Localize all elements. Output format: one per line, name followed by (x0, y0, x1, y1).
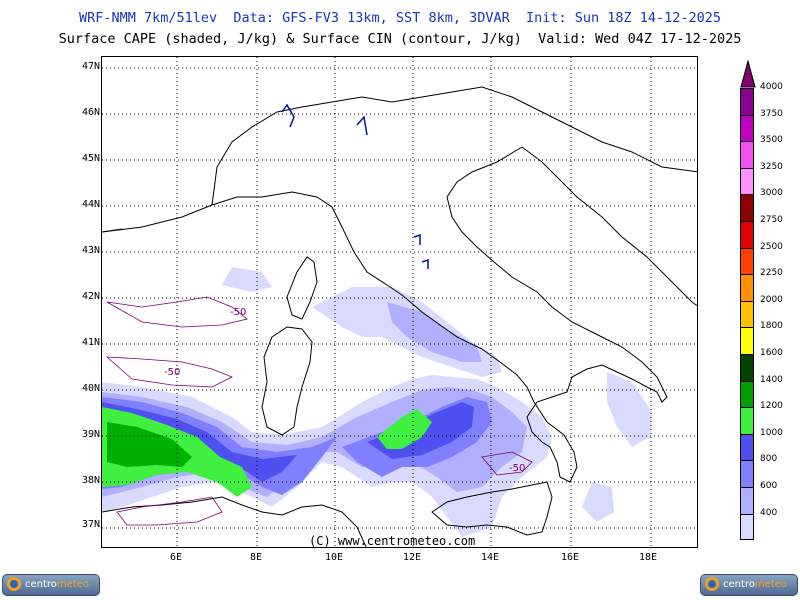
lat-label: 38N (81, 475, 100, 486)
cape-1400-region (107, 422, 192, 467)
lon-label: 6E (169, 552, 183, 563)
lon-label: 12E (402, 552, 422, 563)
cin-contour-4 (481, 451, 533, 476)
cin-contours (105, 296, 533, 526)
cape-color-scale: 4000 3750 3500 3250 3000 2750 2500 2250 2000 1800… (740, 60, 800, 541)
lat-label: 41N (81, 337, 100, 348)
scale-swatch (740, 487, 754, 514)
scale-swatch (740, 433, 754, 461)
cin-contour-2 (105, 356, 233, 388)
centrometeo-logo-right[interactable]: centrometeo (700, 574, 798, 596)
scale-swatch (740, 247, 754, 275)
logo-ring-icon (7, 577, 21, 591)
lat-label: 44N (81, 199, 100, 210)
scale-label: 400 (760, 507, 778, 518)
scale-label: 2500 (760, 241, 783, 252)
lakes (281, 103, 429, 269)
lon-label: 16E (560, 552, 580, 563)
lat-label: 42N (81, 291, 100, 302)
cape-400-ionian (582, 482, 614, 522)
scale-swatch (740, 114, 754, 142)
scale-label: 2000 (760, 294, 783, 305)
cape-1200-center (377, 409, 432, 449)
sardinia-coastline (261, 326, 313, 436)
cape-map: -50 -50 -50 (102, 57, 697, 547)
lon-label: 10E (324, 552, 344, 563)
cape-600-tyrrhenian (387, 302, 482, 362)
scale-swatch (740, 407, 754, 434)
lake-bolsena (421, 258, 429, 269)
africa-coastline (102, 496, 367, 547)
scale-swatch (740, 300, 754, 328)
lat-label: 47N (81, 61, 100, 72)
scale-label: 600 (760, 481, 778, 491)
scale-swatch (740, 513, 754, 541)
scale-arrow (740, 60, 756, 88)
scale-swatch (740, 141, 754, 168)
cin-label-3: -50 (509, 463, 525, 474)
scale-swatch (740, 194, 754, 221)
corsica-coastline (286, 256, 318, 320)
scale-label: 1800 (760, 321, 783, 332)
lat-label: 43N (81, 245, 100, 256)
lon-label: 18E (638, 552, 658, 563)
scale-label: 1200 (760, 401, 783, 412)
lake-maggiore (281, 103, 295, 128)
cin-label-1: -50 (230, 307, 246, 318)
lake-trasimeno (413, 233, 421, 245)
logo-ring-icon (705, 577, 719, 591)
coastlines (102, 86, 697, 547)
scale-label: 3750 (760, 108, 783, 119)
france-coast (102, 228, 123, 233)
map-title: WRF-NMM 7km/51lev Data: GFS-FV3 13km, SS… (78, 10, 722, 26)
border-alps (211, 86, 697, 206)
lat-label: 39N (81, 429, 100, 440)
lon-label: 14E (480, 552, 500, 563)
scale-swatch (740, 88, 754, 115)
lat-label: 45N (81, 153, 100, 164)
centrometeo-logo-left[interactable]: centrometeo (2, 574, 100, 596)
lake-garda (356, 115, 368, 136)
cape-shading (102, 267, 652, 537)
scale-label: 4000 (760, 82, 783, 92)
logo-text: centro (25, 579, 57, 590)
scale-swatch (740, 354, 754, 381)
scale-swatch (740, 460, 754, 487)
logo-text-accent: meteo (56, 579, 90, 590)
scale-label: 2250 (760, 268, 783, 279)
scale-label: 3000 (760, 188, 783, 199)
lon-label: 8E (249, 552, 263, 563)
scale-label: 1600 (760, 348, 783, 358)
italy-coastline (102, 146, 668, 483)
cin-label-2: -50 (164, 367, 180, 378)
scale-label: 1000 (760, 427, 783, 438)
scale-swatch (740, 221, 754, 248)
lat-label: 40N (81, 383, 100, 394)
copyright-text: (C) www.centrometeo.com (309, 534, 476, 548)
scale-swatch (740, 167, 754, 195)
sicily-coastline (431, 481, 553, 536)
cape-400-north (222, 267, 272, 292)
scale-label: 2750 (760, 215, 783, 225)
cape-400-east (607, 372, 652, 447)
cin-contour-3 (116, 496, 223, 526)
scale-label: 1400 (760, 374, 783, 385)
map-area: -50 -50 -50 (101, 56, 698, 548)
cin-contour-1 (106, 296, 248, 328)
logo-text-accent: meteo (754, 579, 788, 590)
map-subtitle: Surface CAPE (shaded, J/kg) & Surface CI… (58, 31, 742, 47)
scale-swatch (740, 327, 754, 354)
scale-swatch (740, 380, 754, 408)
lat-label: 37N (81, 519, 100, 530)
logo-text: centro (723, 579, 755, 590)
scale-label: 3500 (760, 135, 783, 146)
scale-label: 800 (760, 454, 778, 465)
lat-label: 46N (81, 107, 100, 118)
scale-label: 3250 (760, 161, 783, 172)
scale-swatch (740, 274, 754, 301)
balkan-coastline (521, 146, 697, 307)
